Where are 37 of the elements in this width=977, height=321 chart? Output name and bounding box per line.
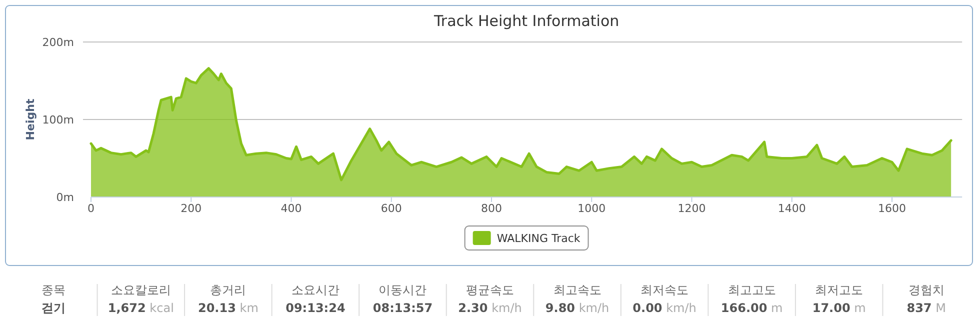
x-tick-label: 0 (88, 202, 94, 215)
x-tick-label: 1200 (678, 202, 706, 215)
x-tick-label: 200 (180, 202, 202, 215)
category-label: 최고고도 (728, 283, 776, 297)
text: 837 M (906, 301, 946, 315)
text: 걷기 (42, 301, 66, 315)
text: 08:13:57 (372, 301, 433, 315)
text: 20.13 km (198, 301, 258, 315)
text: 09:13:24 (286, 301, 346, 315)
y-tick-label: 0m (56, 191, 74, 204)
y-tick-label: 100m (42, 114, 74, 126)
category-label: 총거리 (210, 283, 246, 297)
category-label: 이동시간 (378, 283, 427, 297)
text: 1,672 kcal (108, 301, 174, 315)
category-label: 경험치 (908, 283, 944, 297)
text: 17.00 m (812, 301, 866, 315)
x-tick-label: 1600 (878, 202, 906, 215)
x-tick-label: 1000 (578, 202, 606, 215)
category-label: 소요시간 (291, 283, 340, 297)
category-label: 최저고도 (815, 283, 864, 297)
category-label: 종목 (42, 283, 66, 297)
x-tick-label: 600 (380, 202, 402, 215)
category-label: 소요칼로리 (110, 283, 171, 297)
text: 0.00 km/h (632, 301, 696, 315)
x-tick-label: 1400 (778, 202, 806, 215)
y-axis-title: Height (24, 98, 37, 140)
x-tick-label: 800 (481, 202, 502, 215)
category-label: 평균속도 (466, 283, 514, 297)
legend-label: WALKING Track (496, 232, 581, 245)
x-tick-label: 400 (280, 202, 302, 215)
text: 2.30 km/h (458, 301, 522, 315)
y-tick-label: 200m (42, 36, 74, 49)
chart-title: Track Height Information (432, 12, 620, 30)
category-label: 최저속도 (640, 283, 689, 297)
category-label: 최고속도 (553, 283, 602, 297)
text: 9.80 km/h (545, 301, 610, 315)
text: 166.00 m (720, 301, 783, 315)
